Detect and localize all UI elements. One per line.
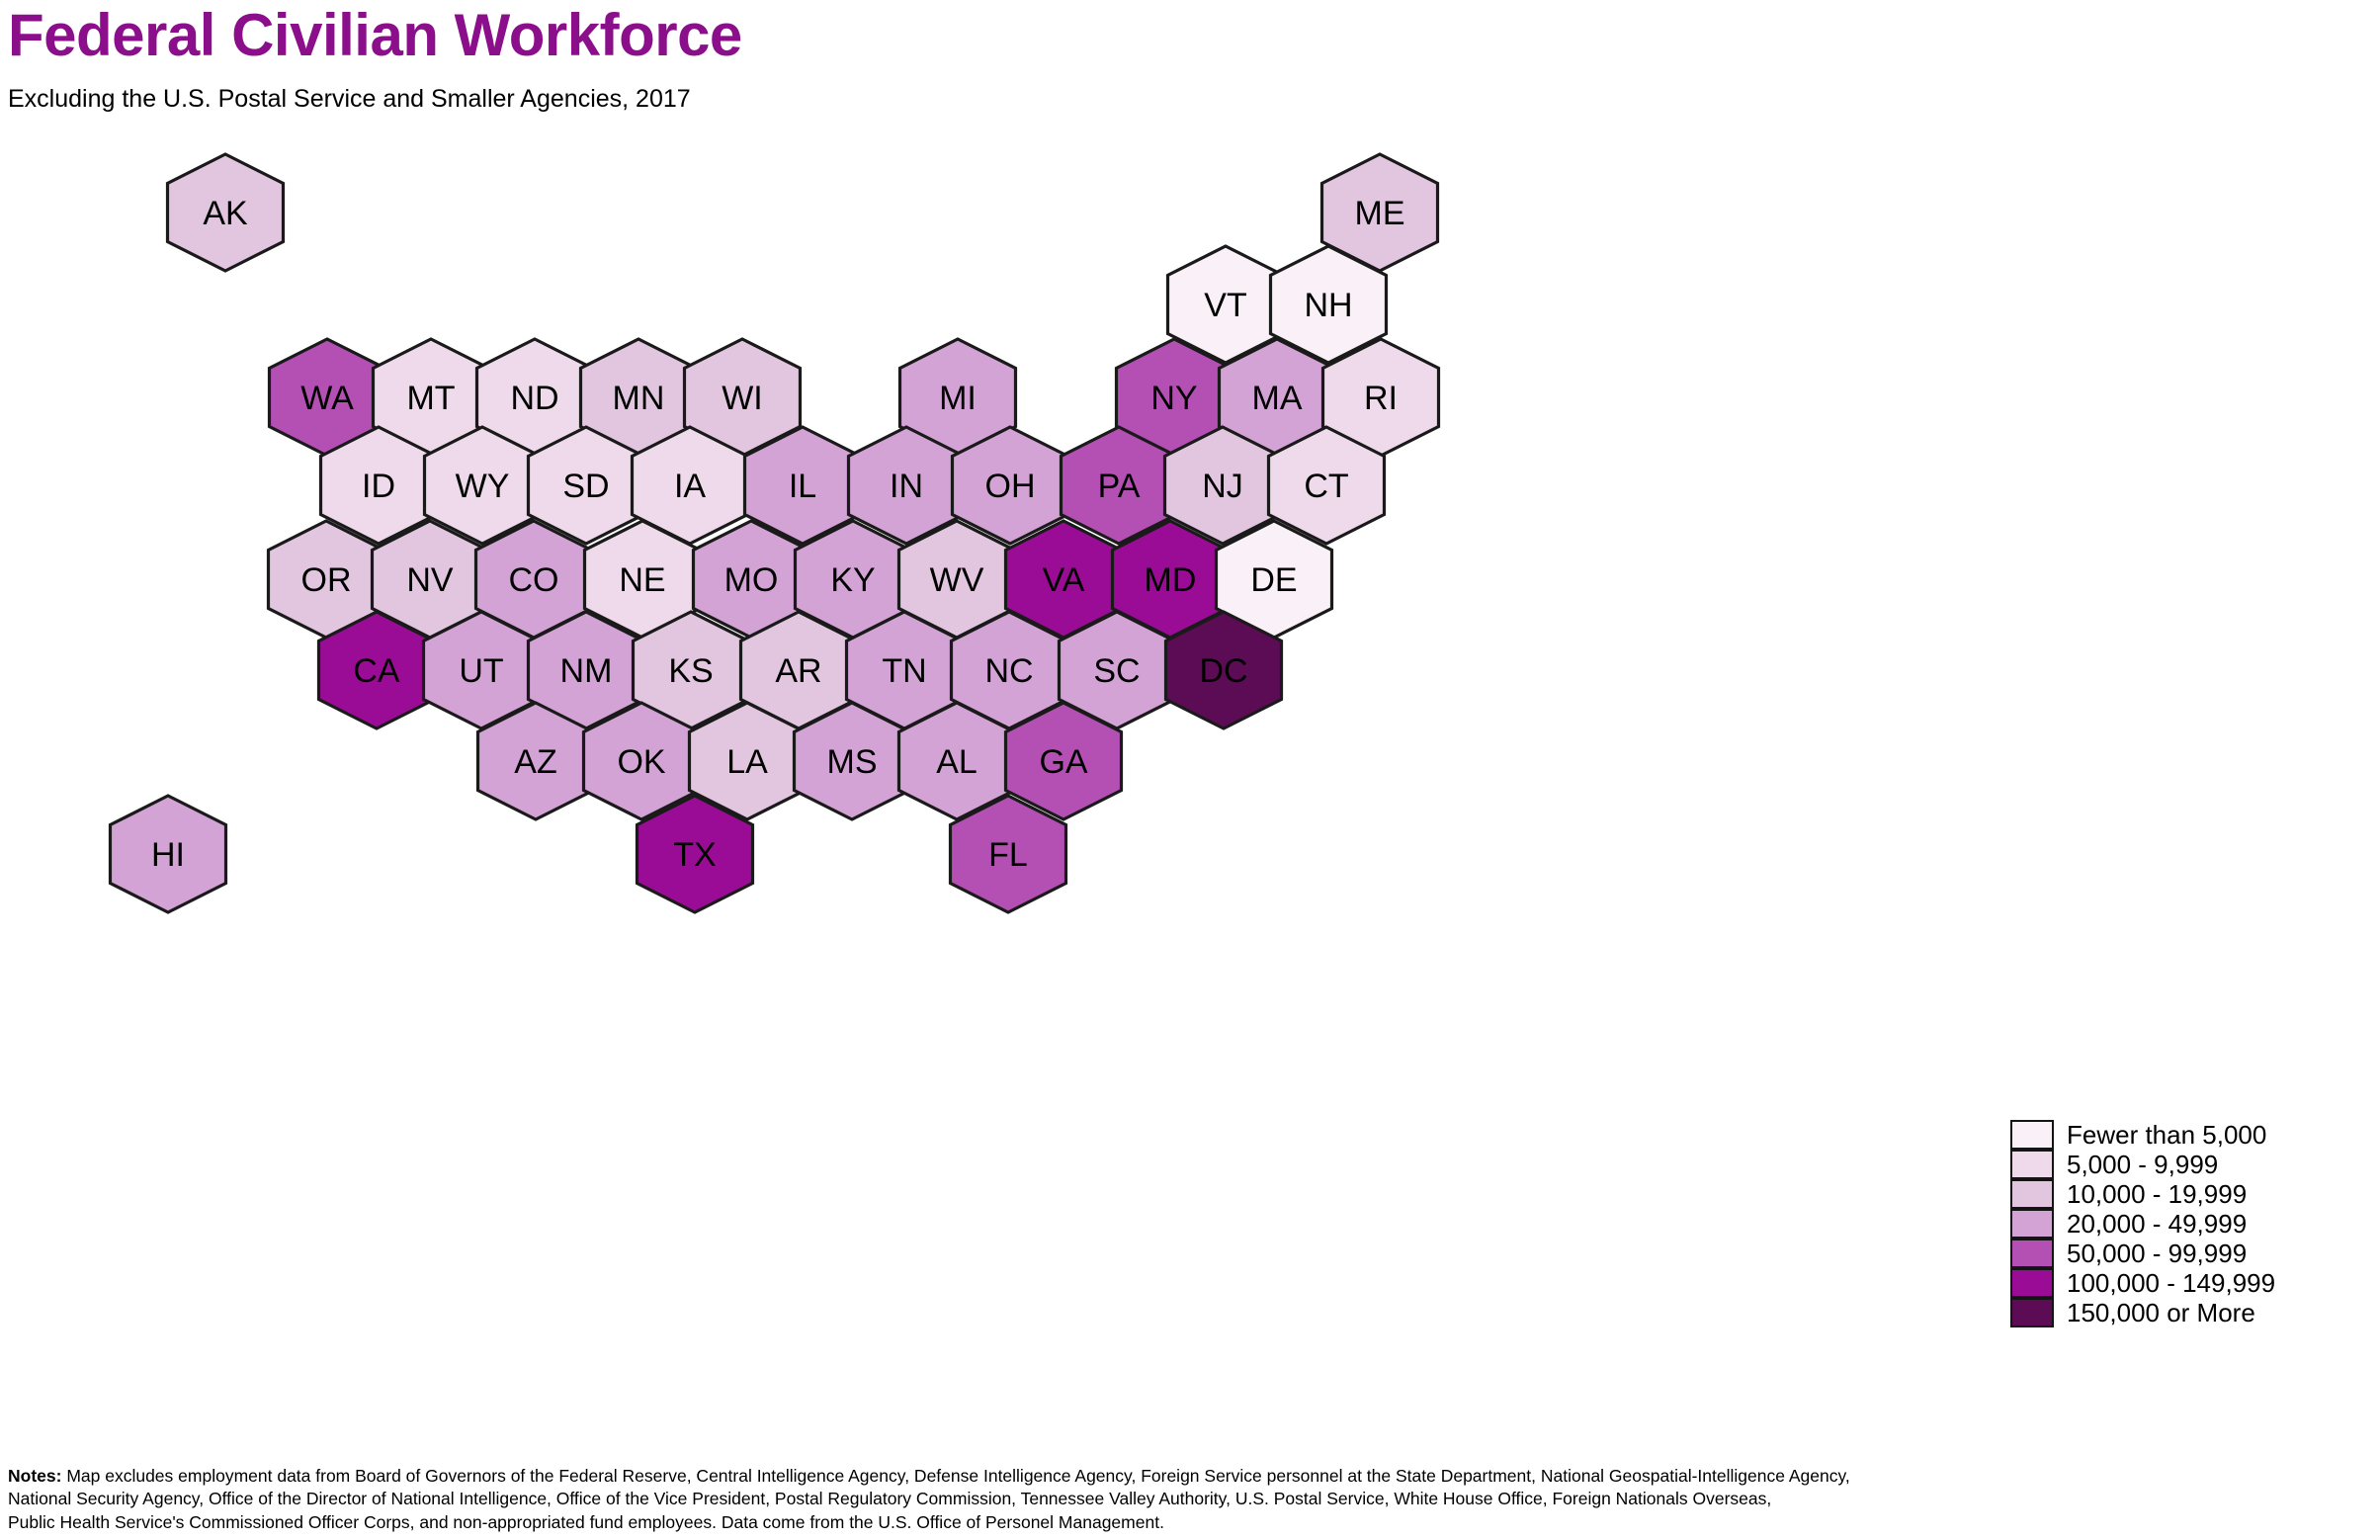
legend-swatch <box>2010 1209 2054 1239</box>
notes-line: Notes: Map excludes employment data from… <box>8 1465 2370 1488</box>
legend-swatch <box>2010 1179 2054 1209</box>
legend-row: 50,000 - 99,999 <box>2010 1239 2366 1268</box>
legend-row: Fewer than 5,000 <box>2010 1120 2366 1150</box>
hex-shape-ga[interactable] <box>1003 701 1124 821</box>
legend-label: Fewer than 5,000 <box>2067 1120 2267 1150</box>
legend-row: 10,000 - 19,999 <box>2010 1179 2366 1209</box>
hex-state-hi[interactable]: HI <box>108 794 228 914</box>
notes-line: Public Health Service's Commissioned Off… <box>8 1511 1164 1532</box>
hex-state-ak[interactable]: AK <box>165 152 286 273</box>
legend-label: 10,000 - 19,999 <box>2067 1179 2248 1209</box>
legend-swatch <box>2010 1298 2054 1327</box>
legend-swatch <box>2010 1268 2054 1298</box>
hex-shape-fl[interactable] <box>948 794 1068 914</box>
legend-label: 5,000 - 9,999 <box>2067 1150 2219 1179</box>
legend-label: 20,000 - 49,999 <box>2067 1209 2248 1239</box>
legend: Fewer than 5,000 5,000 - 9,999 10,000 - 19… <box>2010 1120 2366 1327</box>
notes-block: Notes: Map excludes employment data from… <box>8 1465 2370 1534</box>
legend-label: 100,000 - 149,999 <box>2067 1268 2276 1298</box>
legend-row: 150,000 or More <box>2010 1298 2366 1327</box>
hex-shape-dc[interactable] <box>1163 610 1284 730</box>
hex-shape-hi[interactable] <box>108 794 228 914</box>
legend-row: 20,000 - 49,999 <box>2010 1209 2366 1239</box>
legend-label: 50,000 - 99,999 <box>2067 1239 2248 1268</box>
hex-shape-ct[interactable] <box>1266 425 1387 546</box>
legend-row: 100,000 - 149,999 <box>2010 1268 2366 1298</box>
notes-label: Notes: <box>8 1466 62 1486</box>
notes-line: National Security Agency, Office of the … <box>8 1489 1772 1509</box>
page-title: Federal Civilian Workforce <box>8 2 742 68</box>
legend-row: 5,000 - 9,999 <box>2010 1150 2366 1179</box>
notes-text: Map excludes employment data from Board … <box>61 1466 1850 1486</box>
legend-swatch <box>2010 1239 2054 1268</box>
legend-swatch <box>2010 1120 2054 1150</box>
hex-shape-nh[interactable] <box>1268 244 1389 365</box>
page-subtitle: Excluding the U.S. Postal Service and Sm… <box>8 85 691 113</box>
hex-shape-ak[interactable] <box>165 152 286 273</box>
legend-label: 150,000 or More <box>2067 1298 2255 1327</box>
legend-swatch <box>2010 1150 2054 1179</box>
hex-shape-tx[interactable] <box>635 794 755 914</box>
chart-header: Federal Civilian Workforce Excluding the… <box>8 6 1589 112</box>
